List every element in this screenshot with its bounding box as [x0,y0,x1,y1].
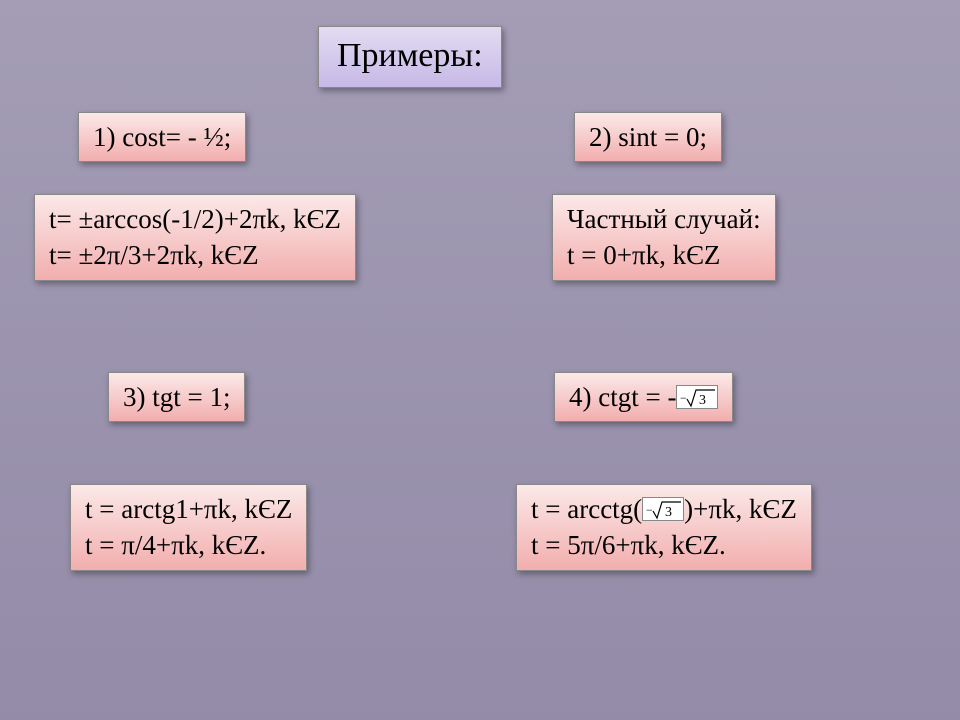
example-3-solution-line1: t = arctg1+πk, kЄZ [85,494,292,524]
example-1-solution: t= ±arccos(-1/2)+2πk, kЄZ t= ±2π/3+2πk, … [34,194,356,281]
sqrt-icon: − 3 [676,385,718,409]
example-3-solution: t = arctg1+πk, kЄZ t = π/4+πk, kЄZ. [70,484,307,571]
svg-text:−: − [680,391,687,405]
example-1-problem: 1) cost= - ½; [78,112,246,162]
example-4-solution-prefix: t = arcctg( [531,494,642,524]
example-3-problem: 3) tgt = 1; [108,372,245,422]
example-4-problem: 4) ctgt = - − 3 [554,372,733,422]
example-4-solution-line2: t = 5π/6+πk, kЄZ. [531,530,726,560]
example-2-solution: Частный случай: t = 0+πk, kЄZ [552,194,776,281]
sqrt-icon: − 3 [642,497,684,521]
example-3-solution-line2: t = π/4+πk, kЄZ. [85,530,266,560]
example-1-solution-line1: t= ±arccos(-1/2)+2πk, kЄZ [49,204,341,234]
svg-text:3: 3 [665,505,672,520]
example-4-solution: t = arcctg( − 3 )+πk, kЄZ t = 5π/6+πk, k… [516,484,812,571]
example-4-problem-prefix: 4) ctgt = - [569,382,676,412]
slide-title: Примеры: [318,26,502,88]
svg-text:−: − [646,503,653,517]
example-4-solution-suffix: )+πk, kЄZ [684,494,797,524]
example-2-solution-line2: t = 0+πk, kЄZ [567,240,720,270]
example-2-problem: 2) sint = 0; [574,112,722,162]
example-1-solution-line2: t= ±2π/3+2πk, kЄZ [49,240,259,270]
example-2-solution-line1: Частный случай: [567,204,761,234]
svg-text:3: 3 [699,393,706,408]
